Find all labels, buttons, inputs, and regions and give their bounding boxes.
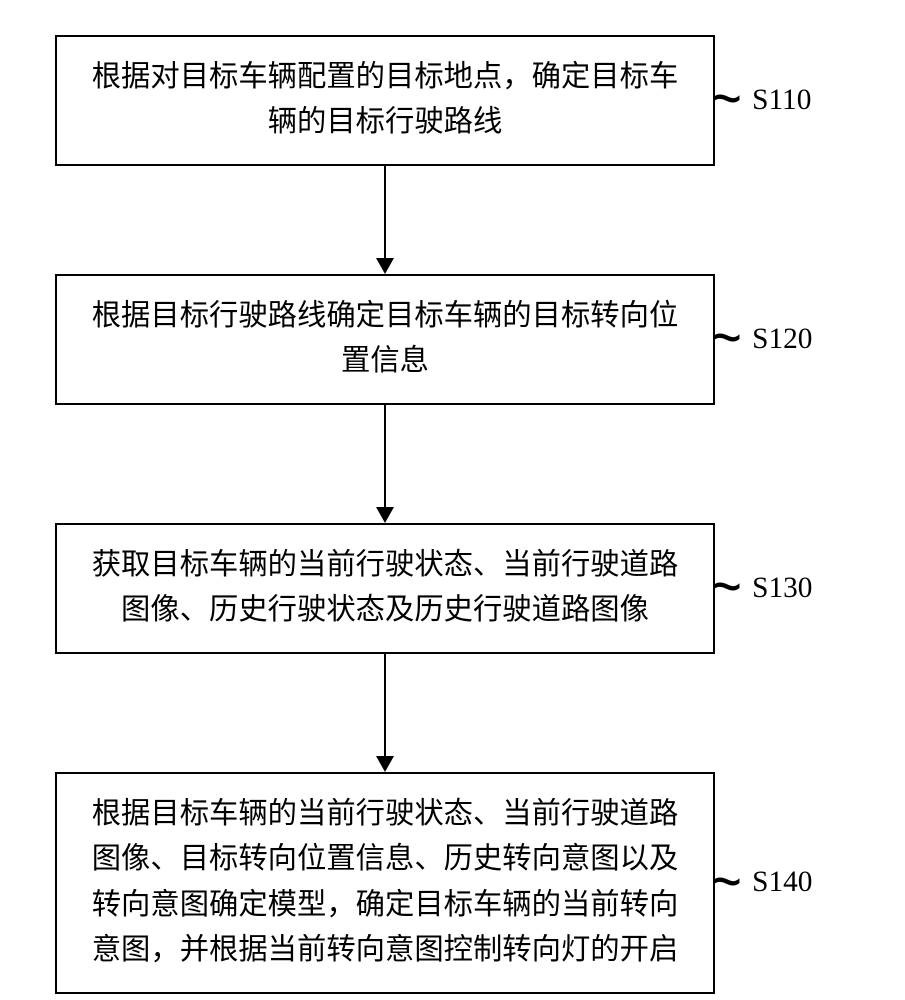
step-label-s110: S110 <box>752 84 811 117</box>
step-label-group-s110: ~S110 <box>715 83 811 117</box>
flow-step-s130: 获取目标车辆的当前行驶状态、当前行驶道路图像、历史行驶状态及历史行驶道路图像~S… <box>55 523 850 654</box>
arrow-down-icon <box>376 405 394 523</box>
flow-box-s110: 根据对目标车辆配置的目标地点，确定目标车辆的目标行驶路线 <box>55 35 715 166</box>
connector-tilde-icon: ~ <box>711 845 742 920</box>
flowchart-container: 根据对目标车辆配置的目标地点，确定目标车辆的目标行驶路线~S110根据目标行驶路… <box>55 35 850 994</box>
flow-box-s120: 根据目标行驶路线确定目标车辆的目标转向位置信息 <box>55 274 715 405</box>
arrow-down-icon <box>376 166 394 274</box>
flow-arrow-s120 <box>55 405 715 523</box>
flow-step-s120: 根据目标行驶路线确定目标车辆的目标转向位置信息~S120 <box>55 274 850 405</box>
flow-box-text: 获取目标车辆的当前行驶状态、当前行驶道路图像、历史行驶状态及历史行驶道路图像 <box>81 543 689 634</box>
flow-box-text: 根据目标行驶路线确定目标车辆的目标转向位置信息 <box>81 294 689 385</box>
flow-box-s130: 获取目标车辆的当前行驶状态、当前行驶道路图像、历史行驶状态及历史行驶道路图像 <box>55 523 715 654</box>
flow-step-s140: 根据目标车辆的当前行驶状态、当前行驶道路图像、目标转向位置信息、历史转向意图以及… <box>55 772 850 994</box>
connector-tilde-icon: ~ <box>711 551 742 626</box>
flow-box-text: 根据对目标车辆配置的目标地点，确定目标车辆的目标行驶路线 <box>81 55 689 146</box>
flow-arrow-s110 <box>55 166 715 274</box>
step-label-group-s140: ~S140 <box>715 866 812 900</box>
step-label-s120: S120 <box>752 323 812 356</box>
step-label-s140: S140 <box>752 866 812 899</box>
connector-tilde-icon: ~ <box>711 302 742 377</box>
step-label-group-s130: ~S130 <box>715 571 812 605</box>
step-label-s130: S130 <box>752 572 812 605</box>
flow-box-s140: 根据目标车辆的当前行驶状态、当前行驶道路图像、目标转向位置信息、历史转向意图以及… <box>55 772 715 994</box>
arrow-down-icon <box>376 654 394 772</box>
connector-tilde-icon: ~ <box>711 63 742 138</box>
flow-step-s110: 根据对目标车辆配置的目标地点，确定目标车辆的目标行驶路线~S110 <box>55 35 850 166</box>
flow-box-text: 根据目标车辆的当前行驶状态、当前行驶道路图像、目标转向位置信息、历史转向意图以及… <box>81 792 689 974</box>
step-label-group-s120: ~S120 <box>715 322 812 356</box>
flow-arrow-s130 <box>55 654 715 772</box>
